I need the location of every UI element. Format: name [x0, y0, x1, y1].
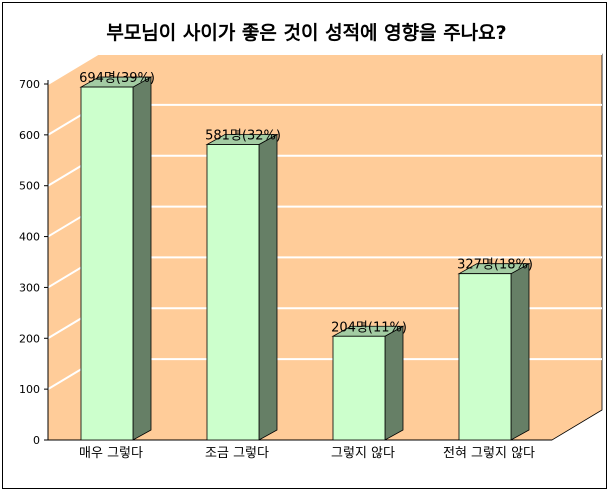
bar [80, 86, 134, 441]
bar [458, 273, 512, 441]
bar [332, 335, 386, 441]
bar-side [384, 325, 404, 441]
data-label: 204명(11%) [331, 320, 407, 335]
y-tick-label: 600 [19, 129, 40, 142]
y-tick-label: 300 [19, 281, 40, 294]
bar-side [510, 263, 530, 441]
y-tick-label: 200 [19, 332, 40, 345]
y-tick-label: 700 [19, 78, 40, 91]
bar-side [258, 133, 278, 441]
data-label: 581명(32%) [205, 129, 281, 144]
y-tick-label: 100 [19, 383, 40, 396]
y-tick-label: 400 [19, 231, 40, 244]
chart-title: 부모님이 사이가 좋은 것이 성적에 영향을 주나요? [106, 22, 507, 44]
gridline [47, 53, 602, 85]
category-label: 매우 그렇다 [79, 446, 143, 461]
data-label: 327명(18%) [457, 258, 533, 273]
category-label: 전혀 그렇지 않다 [443, 446, 535, 461]
bar [206, 144, 260, 441]
y-tick-label: 0 [33, 434, 40, 447]
category-label: 그렇지 않다 [331, 446, 395, 461]
bar-side [132, 76, 152, 441]
category-label: 조금 그렇다 [205, 446, 269, 461]
y-tick-label: 500 [19, 180, 40, 193]
data-label: 694명(39%) [79, 71, 155, 86]
